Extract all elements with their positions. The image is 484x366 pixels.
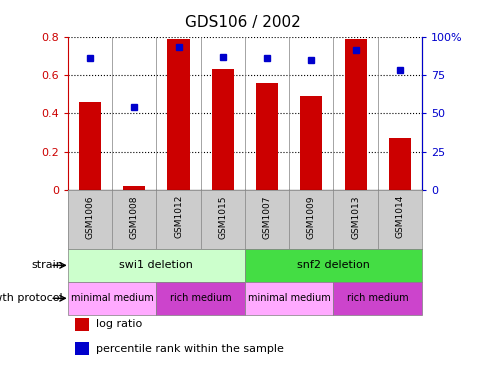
Bar [68, 249, 244, 282]
Text: swi1 deletion: swi1 deletion [119, 260, 193, 270]
Bar [156, 282, 244, 315]
Text: GSM1014: GSM1014 [394, 195, 404, 238]
Text: GSM1015: GSM1015 [218, 195, 227, 239]
Bar [212, 69, 233, 190]
Bar [68, 282, 156, 315]
Text: percentile rank within the sample: percentile rank within the sample [96, 344, 284, 354]
Text: strain: strain [31, 260, 63, 270]
Text: minimal medium: minimal medium [71, 293, 153, 303]
Text: GSM1013: GSM1013 [350, 195, 359, 239]
Bar [244, 282, 333, 315]
Bar [300, 96, 322, 190]
Text: GSM1006: GSM1006 [85, 195, 94, 239]
Bar [123, 187, 145, 190]
Text: rich medium: rich medium [346, 293, 408, 303]
Bar [75, 318, 89, 332]
Text: GSM1008: GSM1008 [130, 195, 138, 239]
Bar [388, 138, 410, 190]
Text: rich medium: rich medium [169, 293, 231, 303]
Text: GDS106 / 2002: GDS106 / 2002 [184, 15, 300, 30]
Bar [333, 282, 421, 315]
Text: GSM1012: GSM1012 [174, 195, 182, 238]
Text: snf2 deletion: snf2 deletion [296, 260, 369, 270]
Bar [256, 83, 277, 190]
Text: GSM1009: GSM1009 [306, 195, 315, 239]
Text: GSM1007: GSM1007 [262, 195, 271, 239]
Bar [244, 249, 421, 282]
Bar [167, 38, 189, 190]
Bar [75, 342, 89, 355]
Bar [344, 38, 366, 190]
Text: minimal medium: minimal medium [247, 293, 330, 303]
Bar [79, 102, 101, 190]
Text: growth protocol: growth protocol [0, 293, 63, 303]
Text: log ratio: log ratio [96, 320, 142, 329]
